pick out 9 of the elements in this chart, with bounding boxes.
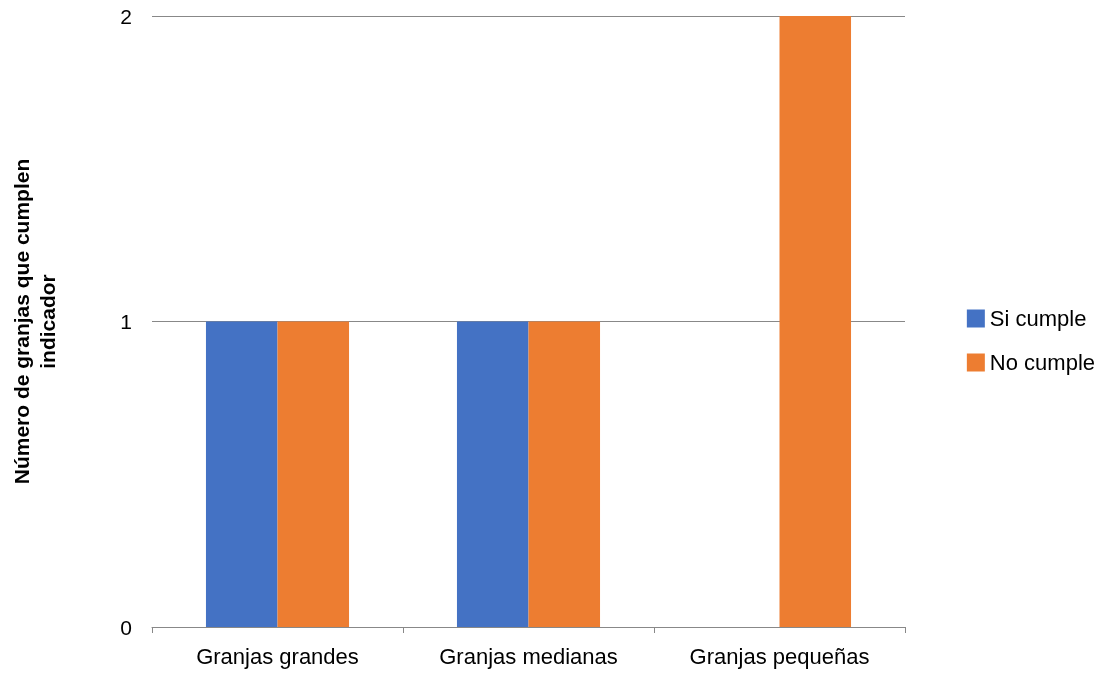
x-tick-label: Granjas medianas (439, 643, 618, 669)
legend-label: Si cumple (989, 306, 1087, 331)
y-tick-label: 0 (120, 615, 132, 639)
legend-label: No cumple (989, 350, 1095, 375)
y-tick-label: 2 (120, 4, 132, 28)
y-tick-label: 1 (120, 310, 132, 333)
x-tick-label: Granjas pequeñas (689, 643, 870, 669)
x-tick-label: Granjas grandes (196, 643, 359, 669)
y-axis-title: Número de granjas que cumplen indicador (9, 158, 59, 485)
